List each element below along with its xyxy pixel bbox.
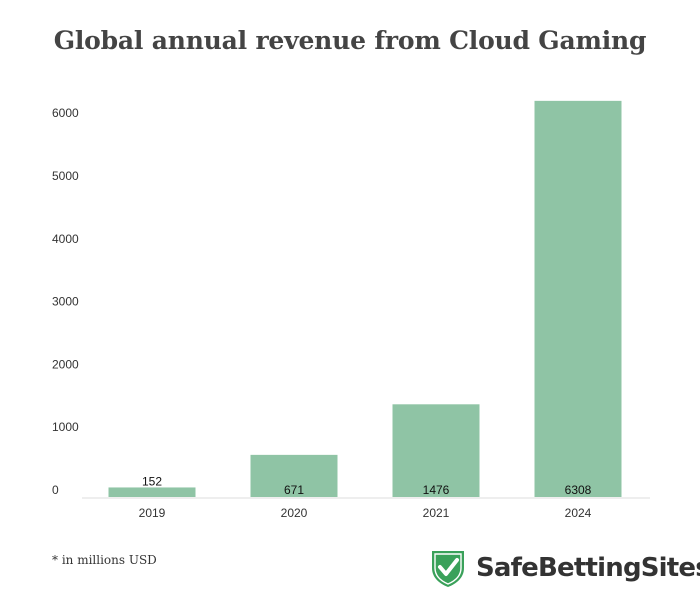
data-label: 1476 (423, 483, 450, 497)
y-axis-ticks: 0 1000 2000 3000 4000 5000 6000 (52, 106, 79, 497)
data-label: 671 (284, 483, 304, 497)
y-tick-label: 4000 (52, 232, 79, 246)
data-labels: 152 671 1476 6308 (142, 474, 592, 497)
x-tick-label: 2020 (281, 506, 308, 520)
data-label: 6308 (565, 483, 592, 497)
x-tick-label: 2021 (423, 506, 450, 520)
footnote: * in millions USD (52, 553, 157, 567)
x-tick-label: 2024 (565, 506, 592, 520)
brand-logo: SafeBettingSites (430, 546, 700, 590)
x-axis-ticks: 2019 2020 2021 2024 (139, 506, 592, 520)
y-tick-label: 0 (52, 483, 59, 497)
chart-title: Global annual revenue from Cloud Gaming (53, 26, 647, 55)
bar-2024 (534, 100, 622, 497)
x-tick-label: 2019 (139, 506, 166, 520)
y-tick-label: 2000 (52, 357, 79, 371)
bars (108, 100, 622, 497)
y-tick-label: 3000 (52, 295, 79, 309)
shield-check-icon (432, 551, 464, 587)
y-tick-label: 6000 (52, 106, 79, 120)
y-tick-label: 5000 (52, 169, 79, 183)
bar-2021 (392, 404, 480, 497)
bar-2020 (250, 454, 338, 497)
brand-name: SafeBettingSites (476, 553, 700, 583)
bar-2019 (108, 487, 196, 497)
data-label: 152 (142, 474, 162, 488)
y-tick-label: 1000 (52, 420, 79, 434)
